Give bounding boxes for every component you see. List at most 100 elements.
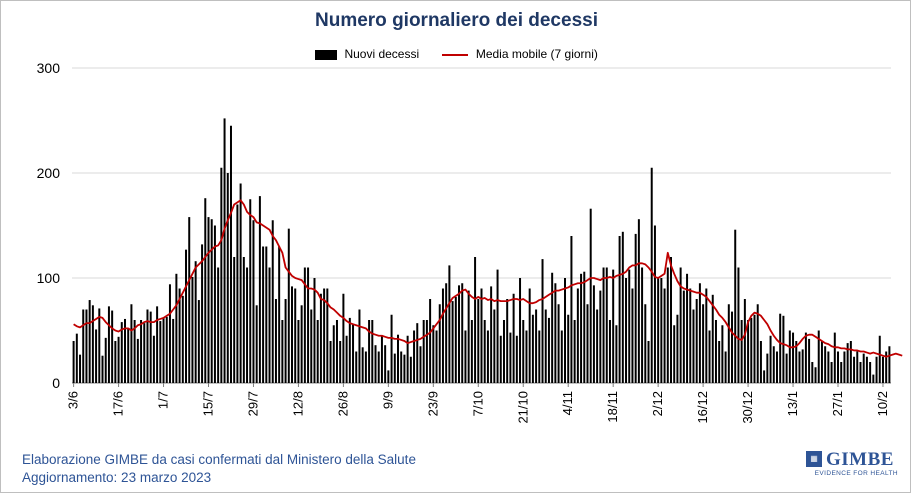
bar-mark (117, 336, 120, 383)
bar-mark (865, 356, 868, 383)
x-tick-label: 21/10 (515, 391, 530, 424)
bar-mark (319, 293, 322, 383)
bar-mark (120, 322, 123, 383)
bar-mark (445, 283, 448, 383)
bar-mark (637, 219, 640, 383)
bar-mark (380, 335, 383, 383)
bar-mark (490, 286, 493, 383)
bar-mark (769, 335, 772, 383)
bar-mark (621, 231, 624, 383)
bar-mark (551, 272, 554, 383)
y-tick-label: 0 (52, 375, 60, 391)
bar-mark (718, 341, 721, 383)
bar-mark (525, 330, 528, 383)
bar-mark (827, 351, 830, 383)
bar-mark (191, 276, 194, 383)
logo-mark-icon: ▦ (806, 451, 822, 467)
bar-mark (313, 278, 316, 383)
bar-mark (165, 316, 168, 383)
bar-mark (779, 313, 782, 383)
bar-mark (461, 283, 464, 383)
bar-mark (496, 269, 499, 383)
bar-mark (814, 367, 817, 383)
x-tick-label: 7/10 (470, 391, 485, 416)
bar-mark (721, 325, 724, 383)
bar-mark (881, 356, 884, 383)
bar-mark (557, 304, 560, 383)
bar-mark (441, 288, 444, 383)
bar-mark (853, 356, 856, 383)
bar-mark (795, 341, 798, 383)
bar-mark (586, 304, 589, 383)
bar-mark (480, 288, 483, 383)
bar-mark (339, 341, 342, 383)
bar-mark (361, 347, 364, 383)
bar-mark (602, 267, 605, 383)
bar-mark (207, 217, 210, 383)
bar-mark (808, 338, 811, 383)
bar-mark (522, 320, 525, 383)
bar-mark (695, 299, 698, 383)
bar-mark (75, 333, 78, 383)
bar-mark (123, 318, 126, 383)
bar-mark (502, 320, 505, 383)
bar-mark (747, 320, 750, 383)
bar-mark (451, 301, 454, 383)
gimbe-logo: ▦ GIMBE EVIDENCE FOR HEALTH (806, 449, 898, 479)
bar-mark (875, 356, 878, 383)
bar-mark (788, 330, 791, 383)
bar-mark (242, 257, 245, 383)
bar-mark (811, 362, 814, 383)
bar-mark (91, 305, 94, 383)
bar-mark (377, 351, 380, 383)
bar-mark (458, 285, 461, 383)
bar-mark (432, 325, 435, 383)
bar-mark (750, 317, 753, 383)
bar-mark (580, 273, 583, 383)
x-tick-label: 2/12 (650, 391, 665, 416)
bar-mark (136, 338, 139, 383)
bar-mark (798, 351, 801, 383)
bar-mark (673, 325, 676, 383)
bar-mark (255, 305, 258, 383)
bar-mark (564, 278, 567, 383)
bar-mark (400, 351, 403, 383)
bar-mark (278, 246, 281, 383)
footer-source: Elaborazione GIMBE da casi confermati da… (22, 452, 416, 467)
bar-mark (820, 341, 823, 383)
x-tick-label: 23/9 (425, 391, 440, 416)
bar-mark (570, 236, 573, 383)
bar-mark (608, 320, 611, 383)
bar-mark (438, 304, 441, 383)
bar-mark (156, 306, 159, 383)
bar-mark (470, 320, 473, 383)
bar-mark (140, 320, 143, 383)
bar-mark (528, 288, 531, 383)
bar-mark (329, 341, 332, 383)
bar-mark (486, 330, 489, 383)
bar-mark (82, 309, 85, 383)
bar-mark (249, 199, 252, 383)
bar-mark (172, 318, 175, 383)
bar-mark (753, 314, 756, 383)
bar-mark (885, 351, 888, 383)
x-tick-label: 29/7 (245, 391, 260, 416)
bar-mark (467, 290, 470, 383)
x-tick-label: 3/6 (66, 391, 81, 409)
bar-mark (143, 323, 146, 383)
bar-mark (692, 309, 695, 383)
bar-mark (111, 310, 114, 383)
bar-mark (615, 325, 618, 383)
bar-mark (72, 341, 75, 383)
bar-mark (544, 309, 547, 383)
bar-mark (223, 118, 226, 384)
bar-mark (824, 346, 827, 383)
logo-name: GIMBE (826, 449, 894, 470)
bar-mark (535, 309, 538, 383)
bar-mark (345, 335, 348, 383)
bar-mark (634, 233, 637, 383)
bar-mark (79, 354, 82, 383)
bar-mark (95, 329, 98, 383)
x-tick-label: 16/12 (695, 391, 710, 424)
